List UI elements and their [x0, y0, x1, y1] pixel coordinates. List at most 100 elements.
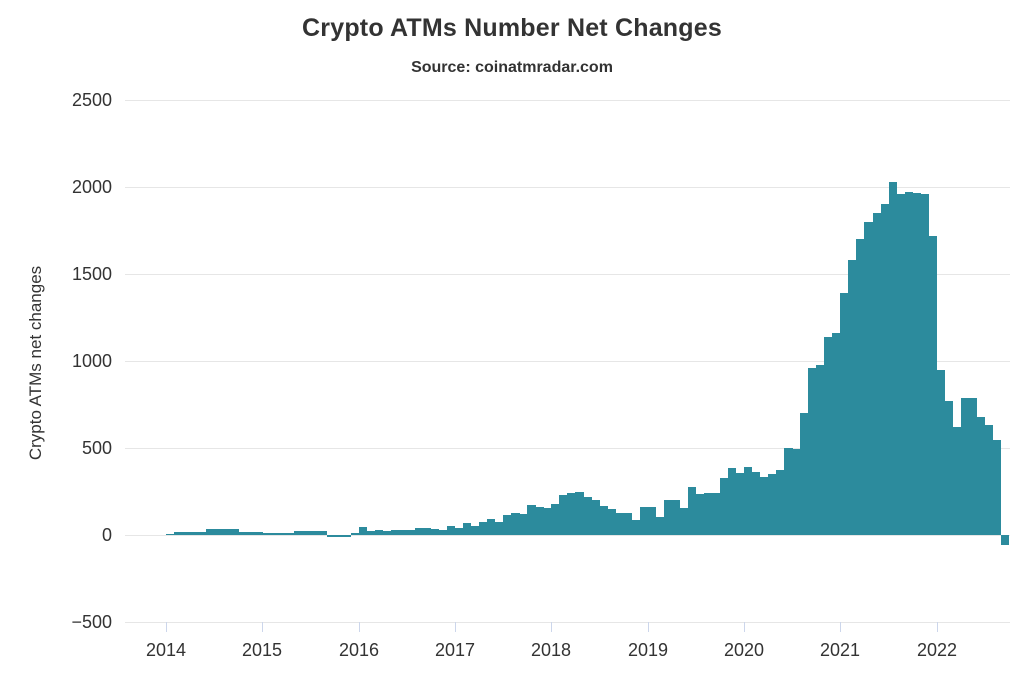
bar-2018-05: [583, 496, 592, 535]
gridline-2500: [125, 100, 1010, 101]
bar-2020-07: [792, 448, 801, 535]
bar-2015-09: [326, 535, 335, 537]
bar-2021-06: [880, 204, 889, 535]
bar-2019-01: [647, 506, 657, 535]
bar-2016-02: [366, 530, 376, 535]
bar-2016-06: [398, 529, 408, 535]
bar-2016-03: [374, 530, 384, 535]
bar-2015-04: [286, 533, 295, 535]
bar-2017-04: [479, 521, 488, 535]
bar-2019-03: [663, 500, 673, 535]
bar-2019-05: [679, 508, 689, 535]
bar-2015-10: [334, 535, 343, 538]
x-tick-label-2014: 2014: [145, 640, 187, 660]
bar-2020-01: [744, 466, 753, 535]
bar-2016-08: [414, 528, 424, 535]
bar-2016-07: [406, 530, 416, 535]
x-tick-mark-2015: [262, 622, 263, 632]
bar-2017-01: [455, 527, 464, 535]
bar-2015-02: [270, 532, 279, 535]
bar-2017-03: [471, 525, 480, 535]
bar-2021-04: [864, 221, 873, 535]
x-tick-mark-2016: [359, 622, 360, 632]
x-tick-mark-2014: [166, 622, 167, 632]
bar-2015-07: [310, 530, 319, 535]
bar-2018-09: [615, 513, 624, 535]
bar-2021-10: [912, 193, 921, 535]
bar-2021-07: [888, 181, 897, 535]
gridline-1500: [125, 274, 1010, 275]
bar-2015-11: [342, 535, 351, 537]
bar-2019-11: [728, 467, 737, 535]
bar-2022-08: [992, 440, 1002, 535]
bar-2015-08: [318, 531, 327, 535]
bar-2019-07: [695, 494, 705, 535]
bar-2016-04: [382, 530, 392, 535]
bar-2014-01: [166, 533, 175, 535]
bar-2021-08: [896, 193, 905, 535]
bar-2020-09: [808, 368, 817, 535]
bar-2014-02: [174, 532, 183, 535]
bar-2015-06: [302, 531, 311, 535]
bar-2016-05: [390, 530, 400, 535]
bar-2020-05: [776, 469, 785, 535]
bar-2022-02: [944, 401, 954, 535]
bar-2014-04: [190, 531, 199, 535]
bar-2017-08: [511, 513, 520, 535]
bar-2018-12: [639, 506, 648, 535]
y-tick-label-1500: 1500: [71, 264, 112, 284]
bar-2020-10: [816, 365, 825, 535]
bar-2019-06: [687, 487, 697, 535]
x-tick-label-2019: 2019: [627, 640, 669, 660]
bar-2022-09: [1000, 535, 1010, 545]
x-tick-mark-2019: [648, 622, 649, 632]
bar-2021-05: [872, 213, 881, 535]
bar-2014-05: [198, 531, 207, 535]
bar-2017-06: [495, 521, 504, 535]
bar-2020-06: [784, 448, 793, 535]
bar-2019-02: [655, 516, 665, 535]
y-tick-label-1000: 1000: [71, 351, 112, 371]
bar-2018-08: [607, 509, 616, 535]
bar-2018-06: [591, 500, 600, 535]
bar-2020-08: [800, 413, 809, 535]
bar-2020-12: [832, 333, 841, 535]
gridline-2000: [125, 187, 1010, 188]
bar-2022-05: [968, 398, 978, 535]
bar-2017-10: [527, 505, 536, 535]
bar-2016-12: [447, 525, 456, 535]
bar-2017-12: [543, 508, 552, 535]
x-tick-label-2015: 2015: [241, 640, 283, 660]
bar-2014-06: [206, 529, 215, 535]
bar-2022-01: [936, 369, 946, 535]
bar-2018-11: [631, 520, 640, 535]
bar-2017-11: [535, 507, 544, 535]
bar-2017-05: [487, 519, 496, 535]
bar-2017-07: [503, 514, 512, 535]
bar-2018-10: [623, 512, 632, 535]
gridline-500: [125, 448, 1010, 449]
bar-2014-08: [222, 529, 231, 535]
x-tick-mark-2017: [455, 622, 456, 632]
bar-2018-04: [575, 492, 584, 535]
x-tick-label-2020: 2020: [723, 640, 765, 660]
gridline--500: [125, 622, 1010, 623]
x-tick-label-2016: 2016: [338, 640, 380, 660]
bar-2016-11: [438, 529, 448, 535]
bar-2019-08: [703, 493, 713, 535]
bar-2020-03: [760, 477, 769, 535]
bar-2018-07: [599, 505, 608, 535]
bar-2019-10: [719, 478, 729, 535]
bar-2020-11: [824, 336, 833, 535]
bar-2017-09: [519, 514, 528, 535]
bar-2015-05: [294, 531, 303, 535]
bar-2014-07: [214, 529, 223, 535]
bar-2021-09: [904, 192, 913, 535]
x-tick-mark-2018: [551, 622, 552, 632]
gridline-0: [125, 535, 1010, 536]
x-tick-label-2021: 2021: [819, 640, 861, 660]
bar-2021-03: [856, 239, 865, 535]
bar-2022-04: [960, 398, 970, 535]
y-tick-label-2000: 2000: [71, 177, 112, 197]
